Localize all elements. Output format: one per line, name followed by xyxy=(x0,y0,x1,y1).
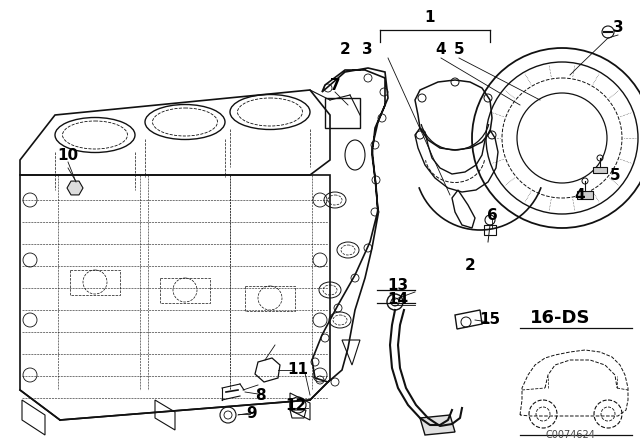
Polygon shape xyxy=(420,415,455,435)
Text: 3: 3 xyxy=(362,43,372,57)
Text: 4: 4 xyxy=(575,188,586,202)
Polygon shape xyxy=(593,167,607,173)
Text: 5: 5 xyxy=(454,43,464,57)
Text: 6: 6 xyxy=(486,207,497,223)
Text: 7: 7 xyxy=(330,78,340,92)
Polygon shape xyxy=(67,181,83,195)
Text: 13: 13 xyxy=(387,277,408,293)
Text: 14: 14 xyxy=(387,293,408,307)
Text: 10: 10 xyxy=(58,147,79,163)
Polygon shape xyxy=(577,191,593,199)
Text: 8: 8 xyxy=(255,388,266,402)
Text: 11: 11 xyxy=(287,362,308,378)
Text: 4: 4 xyxy=(436,43,446,57)
Text: 2: 2 xyxy=(465,258,476,272)
Text: 1: 1 xyxy=(425,10,435,26)
Text: 16-DS: 16-DS xyxy=(530,309,590,327)
Text: 2: 2 xyxy=(340,43,350,57)
Text: 15: 15 xyxy=(479,313,500,327)
Text: 3: 3 xyxy=(612,21,623,35)
Text: 9: 9 xyxy=(246,405,257,421)
Text: 12: 12 xyxy=(285,397,307,413)
Text: C0074624: C0074624 xyxy=(545,430,595,440)
Text: 5: 5 xyxy=(610,168,620,182)
